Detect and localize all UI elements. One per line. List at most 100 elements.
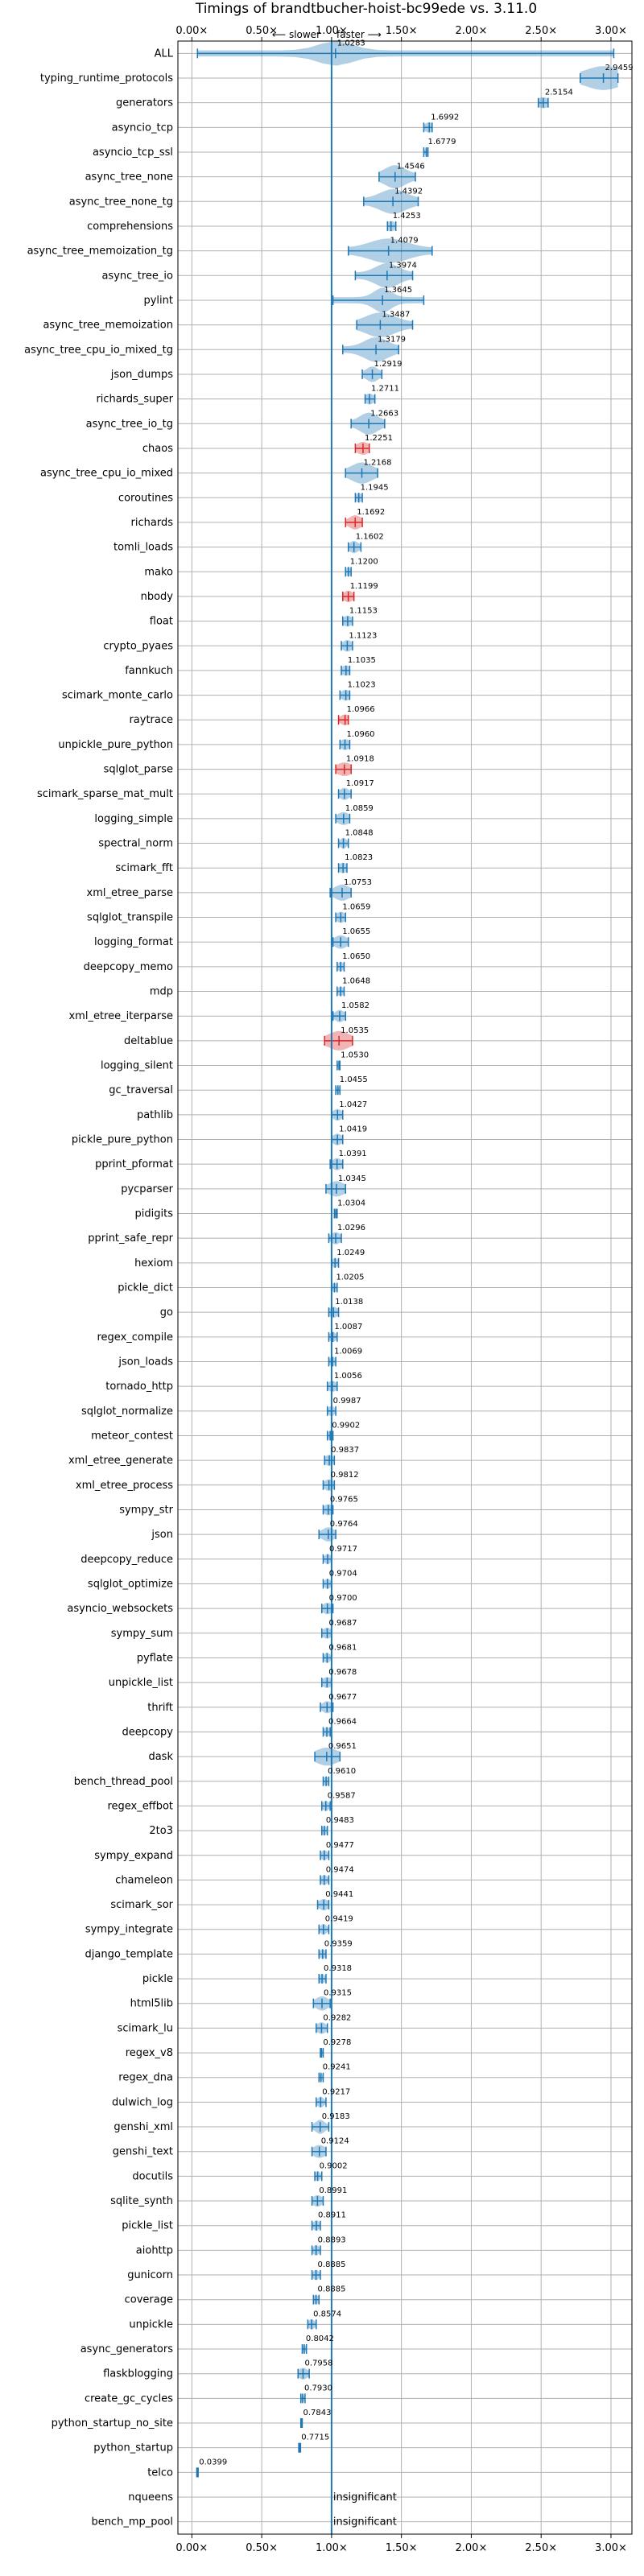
benchmark-label: gunicorn — [127, 2269, 173, 2281]
violin-typing_runtime_protocols — [580, 66, 619, 90]
violin-async_generators — [301, 2344, 308, 2355]
benchmark-label: bench_mp_pool — [91, 2516, 173, 2529]
value-label: 1.4546 — [397, 163, 425, 171]
value-label: 0.9717 — [329, 1545, 357, 1554]
benchmark-label: ALL — [155, 47, 174, 60]
insignificant-label: insignificant — [333, 2491, 397, 2504]
violin-mdp — [336, 986, 345, 997]
value-label: 0.9477 — [326, 1841, 354, 1850]
value-label: 0.8885 — [318, 2285, 346, 2294]
value-label: 0.9765 — [330, 1495, 358, 1504]
benchmark-label: richards_super — [96, 394, 173, 406]
violin-comprehensions — [386, 221, 397, 232]
benchmark-label: django_template — [85, 1948, 173, 1960]
benchmark-label: logging_format — [94, 936, 173, 948]
value-label: 1.4253 — [393, 212, 421, 221]
violin-asyncio_tcp_ssl — [423, 147, 429, 157]
benchmark-label: nbody — [141, 591, 174, 603]
benchmark-label: unpickle_pure_python — [58, 739, 173, 751]
violin-regex_dna — [318, 2072, 324, 2083]
value-label: 1.2251 — [365, 434, 393, 443]
benchmark-label: pyflate — [137, 1652, 173, 1664]
tick-label-top: 1.00× — [316, 25, 348, 37]
value-label: 0.9764 — [330, 1520, 358, 1529]
violin-scimark_monte_carlo — [339, 689, 351, 701]
violin-async_tree_memoization_tg — [347, 238, 433, 263]
violin-pycparser — [325, 1181, 346, 1197]
benchmark-label: tomli_loads — [114, 542, 173, 554]
violin-mako — [345, 567, 352, 577]
violin-pprint_safe_repr — [328, 1232, 342, 1245]
benchmark-label: tornado_http — [105, 1381, 173, 1393]
violin-richards — [345, 515, 363, 530]
benchmark-label: dulwich_log — [112, 2096, 173, 2108]
value-label: 0.8574 — [313, 2310, 341, 2318]
x-ticks: 0.00× 0.00× 0.50× 0.50× 1.00× 1.00× 1.50× 1.50×… — [175, 25, 626, 2554]
violin-coverage — [312, 2294, 320, 2305]
value-label: 1.0296 — [337, 1224, 365, 1232]
benchmark-labels: ALL 1.0283 typing_runtime_protocols 2.9459 g… — [24, 39, 633, 2528]
value-label: 1.0138 — [335, 1298, 363, 1307]
value-label: 1.1035 — [348, 656, 376, 665]
benchmark-label: unpickle_list — [109, 1677, 173, 1689]
violin-async_tree_none_tg — [363, 188, 419, 214]
violin-dulwich_log — [316, 2096, 327, 2108]
violin-scimark_sparse_mat_mult — [337, 787, 352, 800]
value-label: 1.3487 — [382, 311, 410, 320]
value-label: 0.9678 — [328, 1668, 357, 1677]
value-label: 1.0859 — [345, 804, 374, 813]
benchmark-label: create_gc_cycles — [85, 2392, 173, 2405]
value-label: 0.9677 — [328, 1693, 357, 1702]
benchmark-label: crypto_pyaes — [103, 640, 173, 652]
violin-xml_etree_iterparse — [332, 1009, 346, 1022]
value-label: 0.9183 — [322, 2112, 350, 2121]
value-label: 0.9241 — [323, 2063, 351, 2072]
value-label: 1.0069 — [334, 1347, 362, 1356]
violin-float — [342, 615, 353, 627]
benchmark-label: async_tree_none_tg — [69, 196, 173, 208]
value-label: 2.9459 — [605, 64, 634, 72]
tick-label-top: 0.00× — [175, 25, 208, 37]
value-label: 1.4079 — [390, 237, 419, 246]
value-label: 1.0823 — [345, 853, 373, 862]
violin-regex_compile — [328, 1331, 338, 1343]
violin-sqlglot_parse — [335, 762, 352, 776]
benchmark-label: coverage — [125, 2294, 173, 2306]
value-label: 1.0455 — [340, 1075, 368, 1084]
violin-flaskblogging — [297, 2368, 310, 2380]
benchmark-label: async_tree_io_tg — [86, 418, 173, 430]
value-label: 1.3645 — [384, 286, 412, 295]
value-label: 0.9812 — [331, 1471, 359, 1480]
violin-docutils — [314, 2171, 323, 2182]
value-label: 1.0918 — [346, 755, 374, 764]
violin-gunicorn — [311, 2269, 321, 2281]
violin-xml_etree_generate — [324, 1455, 336, 1466]
value-label: 1.0427 — [339, 1100, 367, 1109]
benchmark-label: scimark_monte_carlo — [62, 690, 173, 702]
value-label: 0.9587 — [328, 1791, 356, 1800]
violin-pickle — [318, 1974, 327, 1984]
benchmark-label: comprehensions — [87, 221, 173, 233]
benchmark-label: json_dumps — [110, 369, 173, 381]
grid — [178, 41, 632, 2534]
value-label: 1.2168 — [364, 459, 392, 468]
violin-pickle_pure_python — [331, 1133, 344, 1146]
value-label: 1.0419 — [339, 1125, 367, 1134]
violin-logging_silent — [336, 1060, 341, 1071]
benchmark-label: logging_simple — [94, 813, 173, 825]
tick-label-bottom: 2.00× — [456, 2542, 488, 2554]
violin-create_gc_cycles — [299, 2393, 306, 2404]
value-label: 1.2663 — [370, 409, 398, 418]
benchmark-label: async_tree_memoization_tg — [27, 246, 173, 258]
value-label: 1.0960 — [347, 730, 375, 739]
value-label: 0.9217 — [322, 2087, 350, 2096]
violin-raytrace — [337, 714, 349, 726]
violin-dask — [314, 1747, 341, 1766]
benchmark-label: chameleon — [115, 1874, 173, 1886]
value-label: 1.1602 — [356, 533, 384, 542]
violin-logging_simple — [335, 811, 351, 825]
value-label: 1.0535 — [341, 1026, 369, 1035]
value-label: 0.8991 — [319, 2186, 347, 2195]
benchmark-label: thrift — [147, 1702, 173, 1714]
violin-gc_traversal — [335, 1085, 341, 1096]
